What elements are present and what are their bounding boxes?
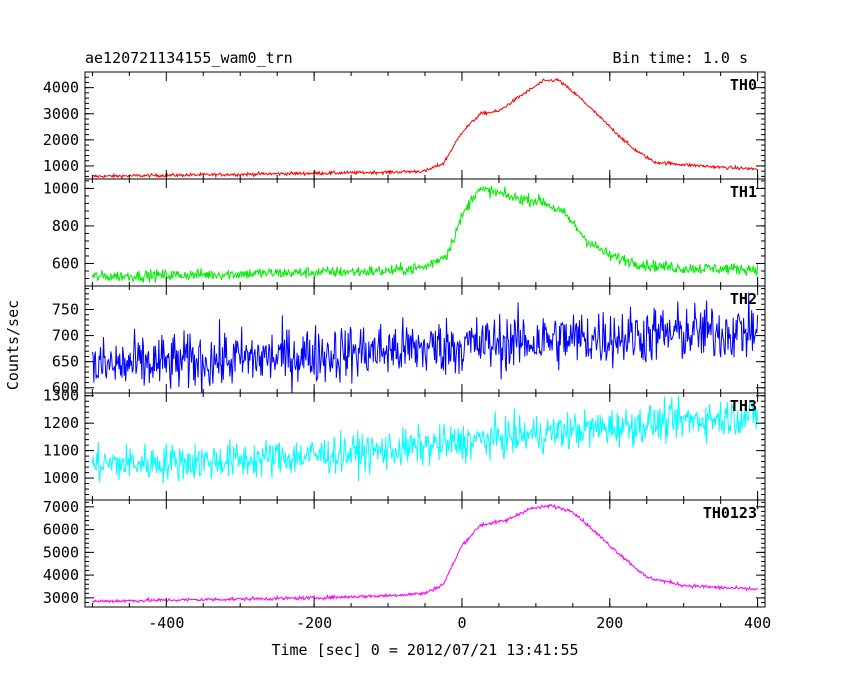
series-name-label: TH0 [730, 76, 757, 94]
series-line-th0123 [92, 503, 759, 604]
y-tick-label: 3000 [43, 589, 79, 607]
y-tick-label: 7000 [43, 498, 79, 516]
y-axis-label: Counts/sec [4, 300, 22, 390]
bin-time-label: Bin time: 1.0 s [613, 49, 748, 67]
y-tick-label: 700 [52, 327, 79, 345]
y-tick-label: 3000 [43, 105, 79, 123]
x-tick-label: 400 [744, 614, 771, 632]
y-tick-label: 600 [52, 379, 79, 397]
y-tick-label: 5000 [43, 543, 79, 561]
x-tick-label: -400 [148, 614, 184, 632]
y-tick-label: 6000 [43, 521, 79, 539]
series-line-th2 [91, 292, 759, 393]
series-name-label: TH2 [730, 290, 757, 308]
panel-frame-th1 [84, 178, 766, 287]
series-line-th1 [91, 185, 759, 284]
x-tick-label: 200 [596, 614, 623, 632]
y-tick-label: 1300 [43, 387, 79, 405]
x-tick-label: -200 [296, 614, 332, 632]
figure-title: ae120721134155_wam0_trn [85, 49, 293, 67]
y-tick-label: 1000 [43, 179, 79, 197]
x-axis-label: Time [sec] 0 = 2012/07/21 13:41:55 [271, 641, 578, 659]
series-name-label: TH0123 [703, 504, 757, 522]
y-tick-label: 650 [52, 353, 79, 371]
y-tick-label: 4000 [43, 79, 79, 97]
y-tick-label: 2000 [43, 131, 79, 149]
y-tick-label: 1100 [43, 442, 79, 460]
y-tick-label: 800 [52, 217, 79, 235]
y-tick-label: 600 [52, 254, 79, 272]
y-tick-label: 4000 [43, 566, 79, 584]
panel-frame-th2 [84, 285, 766, 394]
y-tick-label: 1000 [43, 469, 79, 487]
series-line-th3 [91, 395, 759, 484]
y-tick-label: 750 [52, 300, 79, 318]
series-name-label: TH1 [730, 183, 757, 201]
y-tick-label: 1200 [43, 414, 79, 432]
panel-frame-th0123 [84, 499, 766, 608]
x-tick-label: 0 [457, 614, 466, 632]
y-tick-label: 1000 [43, 157, 79, 175]
series-name-label: TH3 [730, 397, 757, 415]
series-line-th0 [92, 78, 758, 179]
